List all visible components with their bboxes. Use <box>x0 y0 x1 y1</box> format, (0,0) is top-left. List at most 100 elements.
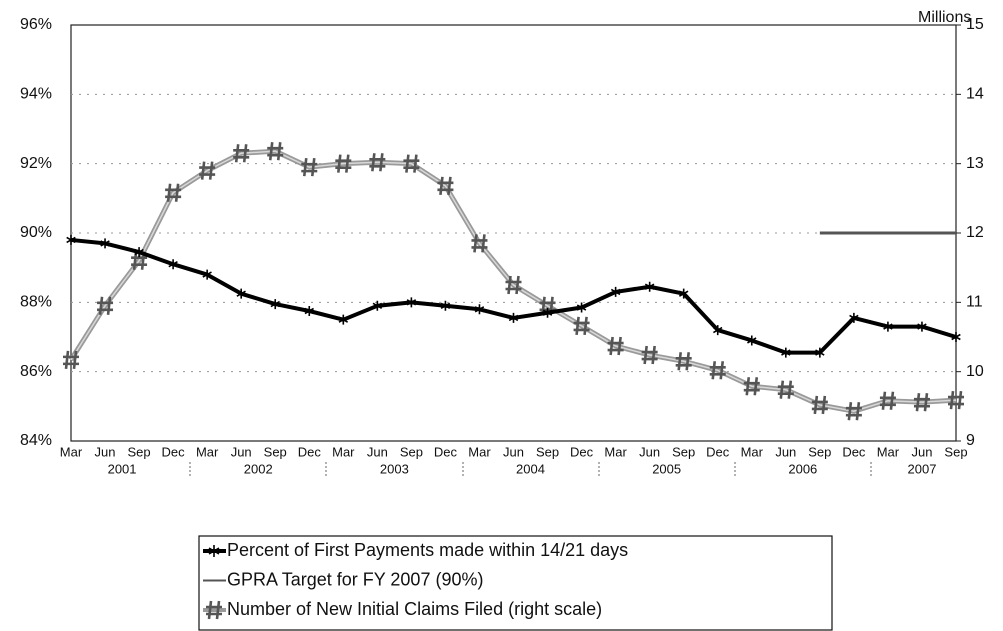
x-tick-label: Jun <box>367 444 388 459</box>
hash-marker <box>811 395 828 415</box>
y-tick-label: 92% <box>20 155 52 172</box>
y2-tick-label: 15 <box>966 16 984 33</box>
legend-item: Number of New Initial Claims Filed (righ… <box>203 599 602 620</box>
x-tick-label: Mar <box>468 444 491 459</box>
year-separators <box>189 462 872 478</box>
hash-marker <box>641 345 658 365</box>
star-marker <box>66 234 76 245</box>
legend-item: GPRA Target for FY 2007 (90%) <box>203 569 483 589</box>
hash-marker <box>131 251 148 270</box>
hash-marker <box>539 296 556 315</box>
hash-marker <box>471 234 488 253</box>
x-tick-label: Sep <box>536 444 559 459</box>
hash-marker <box>607 336 624 356</box>
hash-marker <box>199 161 216 180</box>
star-marker <box>236 288 246 299</box>
x-tick-label: Jun <box>231 444 252 459</box>
star-marker <box>576 302 587 313</box>
star-marker <box>747 335 757 346</box>
x-tick-label: Jun <box>503 444 524 459</box>
star-marker <box>338 314 349 325</box>
star-marker <box>781 347 791 358</box>
star-marker <box>815 347 825 358</box>
series-line-core <box>70 150 957 412</box>
hash-marker <box>403 154 420 173</box>
x-tick-label: Dec <box>706 444 730 459</box>
star-marker <box>713 325 723 336</box>
y-tick-label: 86% <box>20 363 52 380</box>
star-marker <box>508 312 519 323</box>
year-label: 2004 <box>516 461 545 476</box>
hash-marker <box>301 157 318 177</box>
legend-label: GPRA Target for FY 2007 (90%) <box>227 569 483 589</box>
star-marker <box>202 269 212 280</box>
x-tick-label: Sep <box>128 444 151 459</box>
y2-tick-label: 11 <box>966 294 983 311</box>
star-marker <box>610 286 621 297</box>
hash-marker <box>913 393 930 412</box>
x-tick-label: Mar <box>196 444 219 459</box>
x-tick-label: Dec <box>298 444 322 459</box>
x-tick-label: Dec <box>162 444 186 459</box>
series <box>66 234 961 358</box>
hash-marker <box>675 352 692 371</box>
y-tick-label: 96% <box>20 16 52 33</box>
hash-marker <box>335 154 352 173</box>
star-marker <box>474 304 485 315</box>
x-tick-label: Jun <box>911 444 932 459</box>
x-tick-label: Jun <box>775 444 796 459</box>
star-marker <box>100 238 110 249</box>
legend-item: Percent of First Payments made within 14… <box>203 540 628 560</box>
hash-marker <box>777 380 794 399</box>
x-tick-label: Mar <box>332 444 355 459</box>
hash-marker <box>369 153 386 172</box>
x-tick-label: Jun <box>639 444 660 459</box>
hash-marker <box>709 361 726 380</box>
hash-marker <box>573 316 590 336</box>
hash-marker <box>879 391 896 410</box>
star-marker <box>678 288 689 299</box>
x-tick-label: Sep <box>400 444 423 459</box>
star-marker <box>134 247 144 258</box>
year-label: 2003 <box>380 461 409 476</box>
star-marker <box>304 306 314 316</box>
y-tick-label: 94% <box>20 86 52 103</box>
star-marker <box>917 321 927 332</box>
legend-marker <box>206 600 222 620</box>
star-marker <box>440 300 451 311</box>
y2-tick-label: 10 <box>966 363 984 380</box>
x-tick-label: Mar <box>741 444 764 459</box>
star-marker <box>406 297 417 308</box>
series-line <box>70 237 957 355</box>
y2-tick-label: 13 <box>966 155 984 172</box>
x-tick-label: Sep <box>264 444 287 459</box>
x-tick-label: Mar <box>877 444 900 459</box>
legend-marker <box>208 545 220 557</box>
hash-marker <box>165 183 182 202</box>
star-marker <box>270 299 280 310</box>
x-tick-label: Dec <box>842 444 866 459</box>
year-label: 2002 <box>244 461 273 476</box>
star-marker <box>849 312 859 323</box>
hash-marker <box>845 402 862 421</box>
x-tick-label: Dec <box>570 444 594 459</box>
legend-label: Number of New Initial Claims Filed (righ… <box>227 599 602 619</box>
legend-box <box>198 535 833 631</box>
year-label: 2005 <box>652 461 681 476</box>
hash-marker <box>97 296 114 315</box>
y2-tick-label: 12 <box>966 224 984 241</box>
y-tick-label: 84% <box>20 432 52 449</box>
y2-tick-label: 14 <box>966 86 984 103</box>
x-tick-label: Jun <box>95 444 116 459</box>
hash-marker <box>437 176 454 195</box>
hash-marker <box>63 350 79 370</box>
x-tick-label: Sep <box>672 444 695 459</box>
year-label: 2001 <box>108 461 137 476</box>
star-marker <box>883 321 893 332</box>
hash-marker <box>233 144 250 163</box>
hash-marker <box>267 142 284 161</box>
star-marker <box>542 307 553 318</box>
series <box>63 142 964 421</box>
y2-axis-label: Millions <box>918 9 971 26</box>
